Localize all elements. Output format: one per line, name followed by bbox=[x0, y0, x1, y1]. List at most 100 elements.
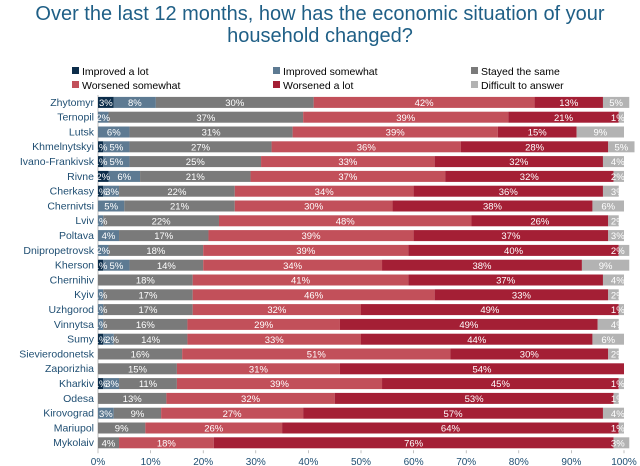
data-label-ivano-frankivsk-s0: 1% bbox=[94, 157, 108, 168]
bar-ivano-frankivsk-s2 bbox=[129, 156, 262, 168]
data-label-poltava-s5: 3% bbox=[611, 231, 625, 242]
category-label-uzhgorod: Uzhgorod bbox=[48, 304, 94, 316]
legend-item-worsened-somewhat: Worsened somewhat bbox=[72, 80, 180, 92]
bar-cherkasy-s0 bbox=[98, 185, 104, 197]
data-label-zhytomyr-s4: 13% bbox=[559, 98, 579, 109]
legend-swatch-improved-a-lot bbox=[72, 67, 79, 74]
legend-item-improved-somewhat: Improved somewhat bbox=[273, 66, 378, 78]
data-label-sumy-s0: 1% bbox=[94, 335, 108, 346]
data-label-khmelnytskyi-s5: 5% bbox=[615, 142, 629, 153]
data-label-zaporizhia-s2: 15% bbox=[128, 364, 148, 375]
category-label-cherkasy: Cherkasy bbox=[50, 186, 95, 198]
bar-vinnytsa-s5 bbox=[597, 318, 619, 330]
data-label-ivano-frankivsk-s5: 4% bbox=[611, 157, 625, 168]
bar-chernihiv-s4 bbox=[408, 274, 603, 286]
bar-kyiv-s1 bbox=[98, 289, 104, 301]
bar-sumy-s5 bbox=[592, 333, 624, 345]
bar-odesa-s3 bbox=[166, 392, 335, 404]
bar-kirovograd-s5 bbox=[602, 407, 624, 419]
data-label-kirovograd-s1: 3% bbox=[99, 409, 113, 420]
bar-dnipropetrovsk-s5 bbox=[618, 244, 630, 256]
category-label-mariupol: Mariupol bbox=[54, 422, 94, 434]
data-label-ivano-frankivsk-s1: 5% bbox=[110, 157, 124, 168]
bar-cherkasy-s1 bbox=[103, 185, 120, 197]
data-label-kyiv-s4: 33% bbox=[512, 290, 532, 301]
legend-swatch-worsened-a-lot bbox=[273, 81, 280, 88]
bar-zhytomyr-s5 bbox=[602, 96, 630, 108]
data-label-khmelnytskyi-s3: 36% bbox=[357, 142, 377, 153]
bar-kyiv-s2 bbox=[103, 289, 193, 301]
data-label-poltava-s1: 4% bbox=[102, 231, 116, 242]
bar-mykolaiv-s2 bbox=[98, 437, 120, 449]
x-tick-label-8: 80% bbox=[509, 457, 529, 466]
chart-title: Over the last 12 months, how has the eco… bbox=[0, 3, 640, 47]
data-label-zhytomyr-s1: 8% bbox=[128, 98, 142, 109]
data-label-kirovograd-s2: 9% bbox=[131, 409, 145, 420]
bar-chernivtsi-s1 bbox=[98, 200, 125, 212]
bar-poltava-s3 bbox=[208, 230, 414, 242]
legend-swatch-improved-somewhat bbox=[273, 67, 280, 74]
x-tick-label-4: 40% bbox=[298, 457, 318, 466]
data-label-lutsk-s3: 39% bbox=[386, 128, 406, 139]
x-tick-label-9: 90% bbox=[561, 457, 581, 466]
data-label-cherkasy-s2: 22% bbox=[167, 187, 187, 198]
data-label-dnipropetrovsk-s2: 18% bbox=[146, 246, 166, 257]
bar-uzhgorod-s1 bbox=[98, 304, 104, 316]
category-label-rivne: Rivne bbox=[67, 171, 94, 183]
data-label-chernihiv-s3: 41% bbox=[291, 276, 311, 287]
bar-chernihiv-s2 bbox=[98, 274, 193, 286]
bar-vinnytsa-s3 bbox=[187, 318, 340, 330]
bar-kherson-s2 bbox=[129, 259, 204, 271]
data-label-kherson-s2: 14% bbox=[157, 261, 177, 272]
bar-sievierodonetsk-s4 bbox=[450, 348, 609, 360]
category-label-odesa: Odesa bbox=[63, 393, 94, 405]
data-label-mariupol-s2: 9% bbox=[115, 424, 129, 435]
bar-vinnytsa-s2 bbox=[103, 318, 188, 330]
data-label-mykolaiv-s3: 18% bbox=[157, 438, 177, 449]
x-tick-label-5: 50% bbox=[351, 457, 371, 466]
x-tick-label-1: 10% bbox=[141, 457, 161, 466]
bar-cherkasy-s3 bbox=[234, 185, 414, 197]
data-label-sievierodonetsk-s4: 30% bbox=[520, 350, 540, 361]
bar-odesa-s5 bbox=[613, 392, 619, 404]
bar-odesa-s4 bbox=[334, 392, 614, 404]
category-label-chernivtsi: Chernivtsi bbox=[47, 200, 94, 212]
category-label-kyiv: Kyiv bbox=[74, 289, 95, 301]
bar-kherson-s3 bbox=[203, 259, 383, 271]
data-label-chernihiv-s5: 4% bbox=[611, 276, 625, 287]
category-label-mykolaiv: Mykolaiv bbox=[53, 437, 95, 449]
bar-chernivtsi-s4 bbox=[392, 200, 593, 212]
data-label-sumy-s5: 6% bbox=[601, 335, 615, 346]
bar-ternopil-s3 bbox=[303, 111, 509, 123]
data-label-dnipropetrovsk-s5: 2% bbox=[611, 246, 625, 257]
x-tick-label-3: 30% bbox=[246, 457, 266, 466]
data-label-sievierodonetsk-s3: 51% bbox=[307, 350, 327, 361]
category-label-lviv: Lviv bbox=[75, 215, 94, 227]
bar-ivano-frankivsk-s1 bbox=[103, 156, 130, 168]
bar-mariupol-s5 bbox=[618, 422, 624, 434]
bar-rivne-s0 bbox=[98, 170, 109, 182]
data-label-ternopil-s4: 21% bbox=[554, 113, 574, 124]
bar-chernihiv-s3 bbox=[192, 274, 409, 286]
bar-rivne-s5 bbox=[613, 170, 624, 182]
bar-vinnytsa-s4 bbox=[339, 318, 598, 330]
data-label-chernivtsi-s4: 38% bbox=[483, 202, 503, 213]
bar-chernivtsi-s5 bbox=[592, 200, 624, 212]
bar-mykolaiv-s4 bbox=[213, 437, 614, 449]
bar-lutsk-s1 bbox=[98, 126, 130, 138]
x-tick-label-10: 100% bbox=[611, 457, 637, 466]
bar-dnipropetrovsk-s2 bbox=[108, 244, 204, 256]
data-label-lutsk-s2: 31% bbox=[202, 128, 222, 139]
bar-cherkasy-s5 bbox=[602, 185, 619, 197]
category-label-dnipropetrovsk: Dnipropetrovsk bbox=[23, 245, 94, 257]
bar-lviv-s3 bbox=[218, 215, 472, 227]
data-label-lviv-s1: 1% bbox=[94, 216, 108, 227]
bar-zhytomyr-s4 bbox=[534, 96, 603, 108]
bar-sievierodonetsk-s5 bbox=[608, 348, 619, 360]
bar-mariupol-s4 bbox=[282, 422, 619, 434]
data-label-rivne-s0: 2% bbox=[96, 172, 110, 183]
data-label-lviv-s4: 26% bbox=[530, 216, 550, 227]
bar-mykolaiv-s5 bbox=[613, 437, 630, 449]
bar-khmelnytskyi-s4 bbox=[460, 141, 609, 153]
bar-kharkiv-s5 bbox=[618, 378, 624, 390]
